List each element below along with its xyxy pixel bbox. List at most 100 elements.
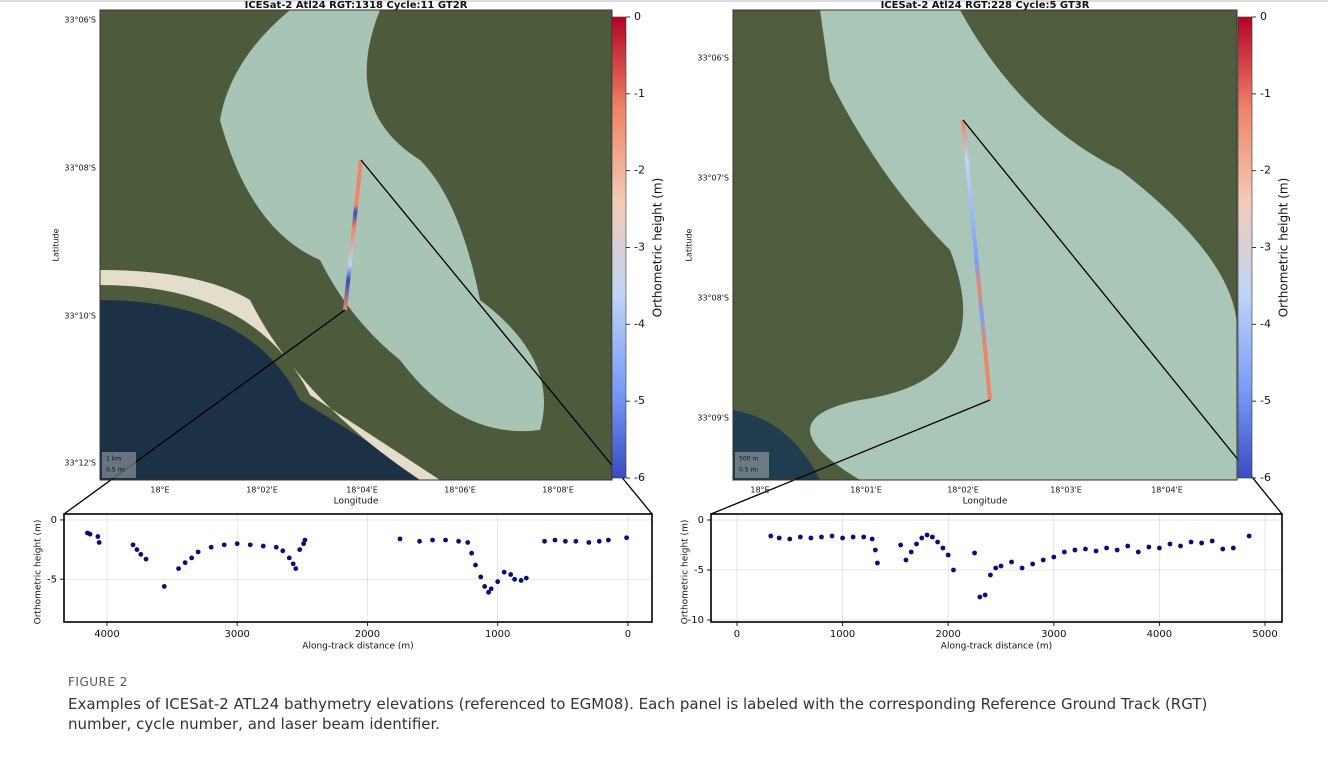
y-tick-label: -10 — [688, 615, 704, 626]
colorbar-tick-label: -3 — [634, 241, 645, 254]
point — [840, 535, 845, 541]
point — [456, 538, 462, 544]
map-title: ICESat-2 Atl24 RGT:228 Cycle:5 GT3R — [881, 0, 1090, 11]
point — [908, 549, 914, 555]
point — [182, 560, 188, 566]
point — [195, 549, 201, 555]
point — [523, 575, 529, 581]
zoom-lines — [63, 119, 1283, 515]
point — [1040, 557, 1046, 563]
point — [495, 579, 501, 585]
point — [819, 534, 824, 540]
point — [290, 561, 296, 567]
point — [518, 578, 524, 583]
caption-text: Examples of ICESat-2 ATL24 bathymetry el… — [68, 695, 1208, 733]
x-tick-label: 2000 — [355, 629, 380, 640]
point — [221, 542, 227, 548]
x-axis-label: Longitude — [334, 497, 379, 507]
point — [1030, 561, 1036, 567]
point — [573, 538, 579, 544]
point — [273, 544, 279, 550]
colorbar-tick-label: -6 — [1260, 471, 1271, 484]
point — [443, 537, 448, 543]
point — [1188, 539, 1194, 545]
point — [919, 535, 925, 541]
x-axis-label: Along-track distance (m) — [941, 642, 1052, 652]
scale-label: 0.5 mi — [739, 467, 758, 474]
y-axis-label: Orthometric height (m) — [681, 520, 691, 625]
point — [286, 555, 292, 561]
point — [161, 583, 167, 589]
x-axis-label: Longitude — [963, 497, 1008, 507]
colorbar-tick-label: -1 — [1260, 87, 1271, 100]
point — [1220, 546, 1226, 552]
colorbar-label: Orthometric height (m) — [1277, 178, 1291, 318]
scale-label: 0.5 mi — [106, 467, 125, 474]
point — [138, 551, 144, 557]
colorbar-tick-label: -4 — [1260, 317, 1271, 330]
point — [293, 566, 299, 571]
x-tick-label: 18°02'E — [947, 486, 979, 495]
point — [473, 562, 478, 568]
point — [940, 545, 946, 551]
plot-frame — [710, 513, 1283, 623]
colorbar-tick-label: 0 — [634, 10, 641, 23]
point — [95, 534, 101, 539]
x-tick-label: 5000 — [1252, 629, 1277, 640]
x-tick-label: 18°04'E — [1151, 486, 1183, 495]
point — [872, 547, 878, 553]
map-frame — [732, 9, 1238, 481]
point — [1209, 538, 1215, 544]
caption: FIGURE 2 Examples of ICESat-2 ATL24 bath… — [68, 672, 1268, 734]
x-tick-label: 0 — [734, 629, 740, 640]
point — [1178, 543, 1183, 549]
point — [1093, 548, 1099, 554]
x-tick-label: 3000 — [1041, 629, 1066, 640]
colorbar-tick-label: 0 — [1260, 10, 1267, 23]
point — [417, 538, 422, 544]
x-tick-label: 3000 — [224, 629, 249, 640]
colorbar-tick-label: -3 — [1260, 241, 1271, 254]
y-tick-label: 33°08'S — [64, 164, 96, 173]
point — [134, 547, 140, 553]
x-tick-label: 1000 — [830, 629, 855, 640]
point — [993, 565, 999, 571]
point — [945, 552, 951, 558]
point — [903, 557, 909, 563]
point — [768, 533, 774, 539]
point — [562, 538, 568, 544]
point — [96, 540, 102, 545]
x-tick-label: 2000 — [935, 629, 960, 640]
scale-box — [102, 452, 136, 478]
track — [961, 119, 992, 401]
point — [977, 594, 983, 600]
point — [1199, 540, 1205, 546]
point — [488, 586, 494, 592]
point — [302, 537, 308, 543]
colorbar-label: Orthometric height (m) — [651, 178, 665, 318]
x-tick-label: 18°E — [750, 486, 769, 495]
x-tick-label: 0 — [625, 629, 631, 640]
y-axis-label: Latitude — [685, 228, 694, 261]
point — [605, 537, 611, 543]
colorbar-tick-label: -5 — [634, 394, 645, 407]
y-tick-label: -5 — [47, 574, 57, 585]
colorbar-tick-label: -2 — [634, 164, 645, 177]
y-tick-label: 33°08'S — [697, 294, 729, 303]
plot-frame — [63, 513, 653, 623]
x-tick-label: 1000 — [485, 629, 510, 640]
point — [1019, 565, 1025, 571]
x-tick-label: 18°04'E — [346, 486, 378, 495]
y-tick-label: 33°06'S — [64, 16, 96, 25]
point — [508, 572, 514, 577]
x-tick-label: 18°03'E — [1050, 486, 1082, 495]
point — [776, 535, 782, 541]
y-tick-label: -5 — [694, 565, 704, 576]
x-tick-label: 4000 — [1147, 629, 1172, 640]
point — [1167, 541, 1173, 547]
x-tick-label: 18°08'E — [542, 486, 574, 495]
colorbar-tick-label: -2 — [1260, 164, 1271, 177]
point — [861, 534, 867, 540]
point — [951, 567, 956, 573]
